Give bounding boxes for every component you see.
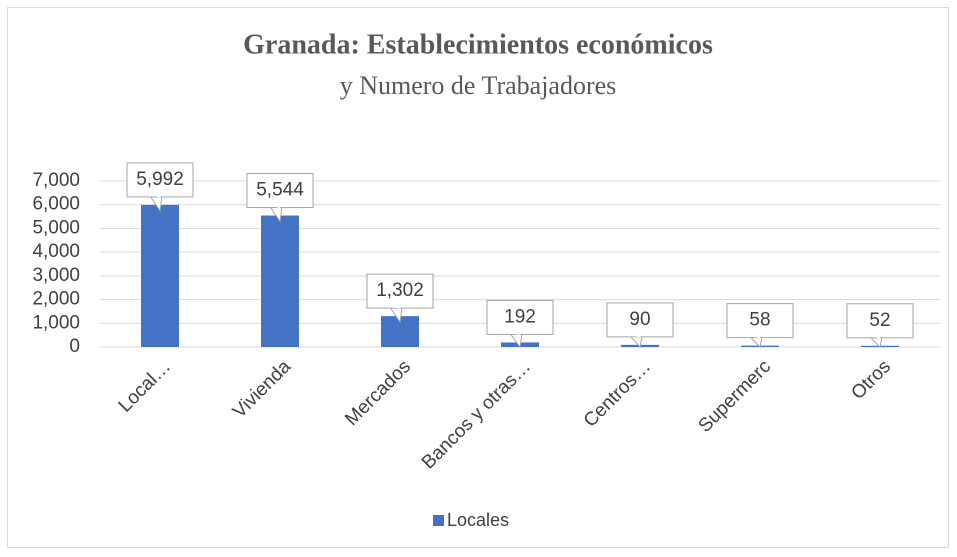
data-label: 58 [749, 310, 770, 331]
y-tick-label: 2,000 [32, 289, 80, 310]
callout-joint [391, 306, 401, 309]
callout-box [246, 173, 314, 209]
callout-joint [151, 195, 161, 198]
y-tick-label: 4,000 [32, 241, 80, 262]
y-tick-label: 7,000 [32, 170, 80, 191]
data-label: 192 [504, 306, 536, 327]
data-label: 5,992 [136, 169, 184, 190]
callout-joint [631, 335, 641, 338]
callout-box [846, 303, 914, 339]
data-label: 90 [629, 309, 650, 330]
chart-subtitle: y Numero de Trabajadores [340, 71, 617, 100]
chart-title: Granada: Establecimientos económicos [243, 29, 713, 60]
data-label: 1,302 [376, 280, 424, 301]
y-tick-label: 0 [69, 336, 80, 357]
legend-swatch [433, 515, 444, 526]
callout-joint [751, 336, 761, 339]
callout-joint [871, 336, 881, 339]
bar [141, 204, 179, 347]
data-label: 52 [869, 310, 890, 331]
bar [261, 215, 299, 347]
y-tick-label: 5,000 [32, 217, 80, 238]
callout-joint [511, 332, 521, 335]
y-tick-label: 6,000 [32, 194, 80, 215]
data-label: 5,544 [256, 180, 304, 201]
callout-box [726, 303, 794, 339]
y-tick-label: 3,000 [32, 265, 80, 286]
callout-box [606, 302, 674, 338]
legend-label: Locales [447, 510, 509, 530]
callout-joint [271, 206, 281, 209]
y-tick-label: 1,000 [32, 312, 80, 333]
